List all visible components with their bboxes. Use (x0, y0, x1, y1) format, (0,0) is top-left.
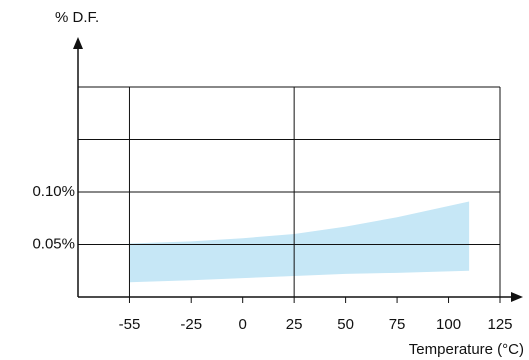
x-tick-label: 25 (286, 316, 303, 333)
y-axis-arrow (73, 37, 83, 49)
y-tick-label: 0.10% (32, 183, 75, 200)
y-tick-label: 0.05% (32, 235, 75, 252)
x-tick-label: 0 (239, 316, 247, 333)
x-tick-label: 50 (337, 316, 354, 333)
band-area (129, 201, 470, 283)
y-axis-label: % D.F. (55, 9, 99, 26)
x-tick-label: 100 (436, 316, 461, 333)
x-tick-label: -55 (119, 316, 141, 333)
x-tick-label: -25 (180, 316, 202, 333)
x-tick-label: 125 (487, 316, 512, 333)
x-axis-label: Temperature (°C) (409, 341, 524, 358)
x-axis-arrow (511, 292, 523, 302)
x-tick-label: 75 (389, 316, 406, 333)
